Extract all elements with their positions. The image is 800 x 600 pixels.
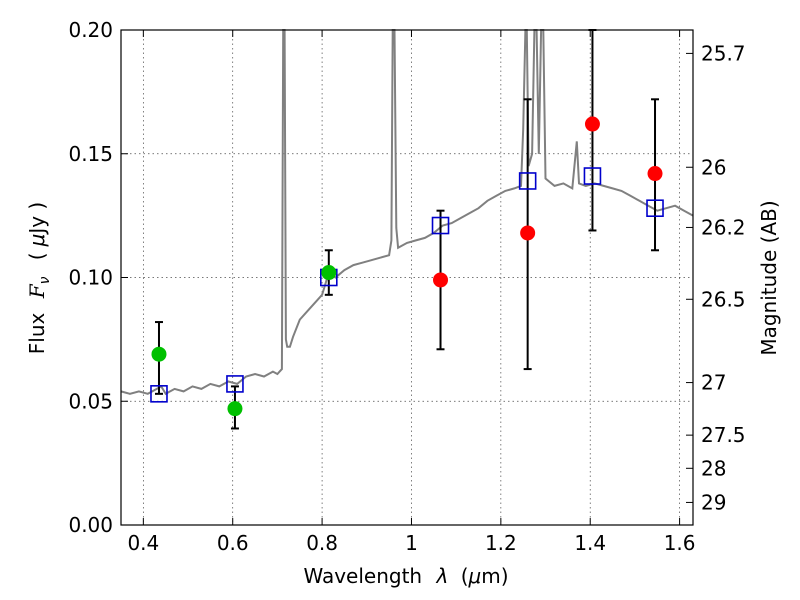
error-bars — [154, 29, 660, 430]
observation-point-red — [647, 166, 663, 182]
y2-tick-label: 25.7 — [701, 41, 746, 65]
y-axis-unit-mu: μ — [25, 234, 49, 248]
y-tick-label: 0.15 — [68, 142, 113, 166]
x-tick-label: 0.4 — [127, 531, 159, 555]
x-tick-label: 0.8 — [306, 531, 338, 555]
observation-point-green — [227, 401, 243, 417]
observation-point-red — [520, 225, 536, 241]
y-tick-label: 0.00 — [68, 513, 113, 537]
y-axis-label-text: Flux — [25, 312, 49, 354]
model-square — [583, 167, 602, 185]
x-tick-label: 1.4 — [574, 531, 606, 555]
grid — [121, 29, 693, 526]
model-square — [431, 216, 450, 235]
x-tick-label: 1.6 — [664, 531, 696, 555]
y2-axis-label: Magnitude (AB) — [757, 200, 781, 355]
y-axis-unit-close: Jy ) — [25, 202, 49, 236]
x-axis-unit-open: ( — [461, 564, 469, 588]
x-tick-label: 1.2 — [485, 531, 517, 555]
model-square — [646, 199, 664, 217]
y2-tick-label: 26.2 — [701, 215, 746, 239]
model-square — [150, 385, 168, 403]
observation-point-red — [433, 272, 449, 288]
y2-tick-label: 27.5 — [701, 423, 746, 447]
observation-point-green — [321, 265, 337, 281]
x-axis-label: Wavelength λ (μm) — [303, 564, 508, 588]
observation-points — [151, 116, 663, 417]
model-points — [150, 167, 664, 403]
spectrum-line — [120, 29, 694, 396]
model-square — [518, 172, 537, 190]
y2-tick-label: 26 — [701, 155, 726, 179]
y-tick-label: 0.05 — [68, 389, 113, 413]
y2-tick-label: 27 — [701, 371, 726, 395]
y2-tick-label: 26.5 — [701, 287, 746, 311]
y2-tick-label: 29 — [701, 490, 726, 514]
x-axis-symbol: λ — [435, 564, 448, 588]
observation-point-red — [584, 116, 600, 132]
model-square — [226, 375, 244, 393]
observation-point-green — [151, 346, 167, 362]
y-tick-label: 0.10 — [68, 266, 113, 290]
x-axis-label-text: Wavelength — [303, 564, 422, 588]
y-axis-label: Flux Fν ( μJy ) — [25, 202, 54, 354]
x-tick-label: 1 — [405, 531, 418, 555]
y2-tick-label: 28 — [701, 456, 726, 480]
y-axis-unit-open: ( — [25, 252, 49, 260]
y-tick-label: 0.20 — [68, 18, 113, 42]
y-axis-symbol-f: F — [25, 283, 49, 299]
x-axis-unit-mu: μ — [468, 564, 482, 588]
x-tick-label: 0.6 — [217, 531, 249, 555]
tick-labels: 0.4 0.6 0.8 1 1.2 1.4 1.6 0.00 0.05 0.10 0.15 0.20 2… — [68, 18, 745, 555]
x-axis-unit-close: m) — [481, 564, 508, 588]
ticks — [121, 29, 693, 526]
y-axis-symbol-nu: ν — [37, 276, 53, 284]
